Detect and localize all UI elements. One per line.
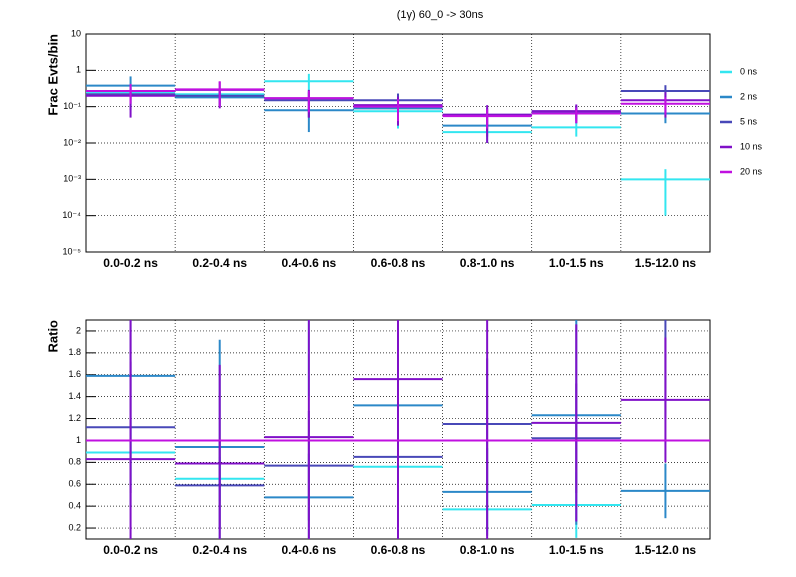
y-tick-label: 0.6 — [68, 479, 81, 489]
y-tick-label: 0.4 — [68, 501, 81, 511]
y-tick-label: 1.2 — [68, 413, 81, 423]
y-tick-label: 2 — [76, 325, 81, 335]
x-tick-label: 0.8-1.0 ns — [460, 543, 515, 557]
legend-label: 2 ns — [740, 91, 758, 101]
y-tick-label: 0.2 — [68, 522, 81, 532]
x-tick-label: 1.0-1.5 ns — [549, 256, 604, 270]
x-tick-label: 1.5-12.0 ns — [635, 543, 697, 557]
frame — [85, 33, 711, 253]
x-tick-label: 0.2-0.4 ns — [192, 256, 247, 270]
x-tick-label: 0.2-0.4 ns — [192, 543, 247, 557]
legend-label: 10 ns — [740, 141, 763, 151]
x-tick-label: 0.6-0.8 ns — [371, 256, 426, 270]
plot-area — [86, 320, 710, 539]
y-tick-label: 1.4 — [68, 391, 81, 401]
y-tick-label: 10⁻⁴ — [62, 210, 81, 220]
x-tick-label: 0.8-1.0 ns — [460, 256, 515, 270]
y-tick-label: 10⁻³ — [63, 174, 81, 184]
y-tick-label: 0.8 — [68, 457, 81, 467]
x-tick-label: 0.0-0.2 ns — [103, 543, 158, 557]
x-tick-label: 0.6-0.8 ns — [371, 543, 426, 557]
x-tick-label: 1.5-12.0 ns — [635, 256, 697, 270]
x-tick-label: 0.0-0.2 ns — [103, 256, 158, 270]
y-tick-label: 1.8 — [68, 347, 81, 357]
x-tick-label: 0.4-0.6 ns — [282, 543, 337, 557]
y-axis-label: Frac Evts/bin — [45, 34, 60, 116]
x-tick-label: 1.0-1.5 ns — [549, 543, 604, 557]
y-tick-label: 10⁻² — [63, 137, 81, 147]
y-tick-label: 1.6 — [68, 369, 81, 379]
y-tick-label: 1 — [76, 435, 81, 445]
y-tick-label: 10 — [71, 28, 81, 38]
legend-label: 0 ns — [740, 66, 758, 76]
legend-label: 5 ns — [740, 116, 758, 126]
plot-area — [86, 73, 710, 216]
y-tick-label: 1 — [76, 65, 81, 75]
y-tick-label: 10⁻¹ — [63, 101, 81, 111]
y-tick-label: 10⁻⁵ — [63, 246, 82, 256]
x-tick-label: 0.4-0.6 ns — [282, 256, 337, 270]
y-axis-label: Ratio — [45, 320, 60, 353]
chart-title: (1γ) 60_0 -> 30ns — [397, 9, 484, 21]
legend-label: 20 ns — [740, 166, 763, 176]
